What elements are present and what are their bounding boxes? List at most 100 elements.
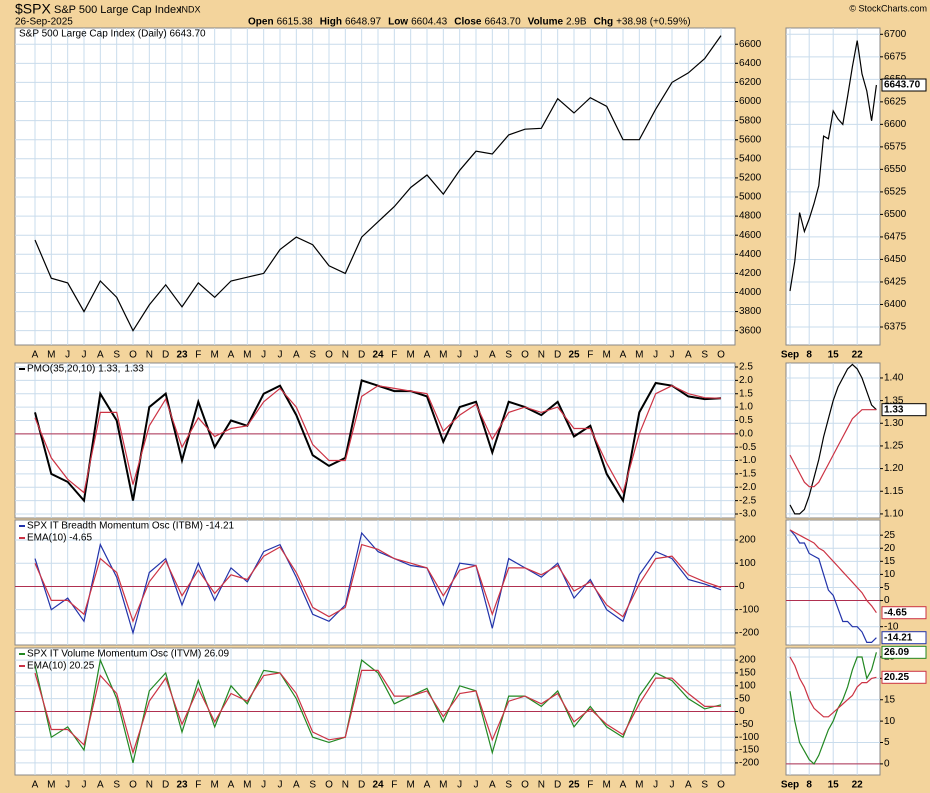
y-tick-label: 6575 [884, 142, 907, 153]
y-tick-label: 1.35 [884, 395, 904, 406]
series-line [34, 658, 722, 764]
x-tick-label: D [358, 780, 365, 791]
x-tick-label: 15 [828, 350, 840, 361]
x-tick-label: A [489, 780, 496, 791]
x-tick-label: N [538, 780, 545, 791]
x-tick-label: 24 [372, 780, 384, 791]
y-tick-label: 5200 [739, 173, 762, 184]
series-line [789, 529, 877, 643]
y-tick-label: 6475 [884, 232, 907, 243]
x-tick-label: 8 [806, 350, 812, 361]
value-label: 26.09 [884, 647, 909, 658]
x-tick-label: J [65, 350, 70, 361]
y-tick-label: 1.30 [884, 418, 904, 429]
x-tick-label: F [587, 350, 593, 361]
x-tick-label: Sep [781, 350, 799, 361]
y-tick-label: 200 [739, 535, 756, 546]
x-tick-label: 25 [568, 780, 580, 791]
x-tick-label: A [293, 350, 300, 361]
x-tick-label: F [587, 780, 593, 791]
y-tick-label: 6400 [739, 58, 762, 69]
y-tick-label: 15 [884, 556, 896, 567]
series-line [789, 656, 877, 718]
x-tick-label: O [129, 350, 137, 361]
value-label-box [881, 78, 927, 92]
y-tick-label: 0 [739, 581, 745, 592]
y-tick-label: 1.5 [739, 388, 753, 399]
x-tick-label: M [602, 780, 610, 791]
legend-label: SPX IT Breadth Momentum Osc (ITBM) -14.2… [27, 521, 235, 532]
y-tick-label: -100 [739, 732, 759, 743]
y-tick-label: 1.10 [884, 509, 904, 520]
x-tick-label: A [228, 350, 235, 361]
plot-area [14, 519, 736, 646]
x-tick-label: M [406, 780, 414, 791]
x-tick-label: M [243, 780, 251, 791]
x-tick-label: J [457, 780, 462, 791]
series-line [34, 669, 722, 755]
x-tick-label: D [162, 350, 169, 361]
x-tick-label: 23 [176, 780, 188, 791]
x-tick-label: 8 [806, 780, 812, 791]
x-tick-label: 22 [852, 350, 864, 361]
y-tick-label: 4600 [739, 230, 762, 241]
x-tick-label: J [278, 350, 283, 361]
y-tick-label: 6625 [884, 96, 907, 107]
x-tick-label: S [505, 350, 512, 361]
x-tick-label: M [47, 780, 55, 791]
credit: © StockCharts.com [849, 3, 927, 13]
x-tick-label: A [293, 780, 300, 791]
x-tick-label: A [424, 350, 431, 361]
plot-area [14, 27, 736, 346]
x-tick-label: A [620, 350, 627, 361]
quote-value: 6615.38 [277, 17, 314, 28]
x-tick-label: M [439, 350, 447, 361]
x-tick-label: N [342, 780, 349, 791]
x-tick-label: N [538, 350, 545, 361]
series-line [789, 409, 877, 488]
x-tick-label: S [701, 350, 708, 361]
y-tick-label: 5000 [739, 192, 762, 203]
x-tick-label: J [653, 780, 658, 791]
x-tick-label: A [489, 350, 496, 361]
x-tick-label: M [439, 780, 447, 791]
x-tick-label: S [309, 350, 316, 361]
x-tick-label: J [653, 350, 658, 361]
quote-label: High [320, 17, 342, 28]
y-tick-label: 1.15 [884, 486, 904, 497]
series-line [34, 543, 722, 624]
x-tick-label: J [474, 350, 479, 361]
y-tick-label: -2.0 [739, 482, 757, 493]
y-tick-label: 5800 [739, 115, 762, 126]
y-tick-label: 100 [739, 680, 756, 691]
x-tick-label: J [261, 780, 266, 791]
quote-label: Close [454, 17, 482, 28]
x-tick-label: S [309, 780, 316, 791]
value-label: 1.33 [884, 404, 904, 415]
quote-value: 6648.97 [345, 17, 382, 28]
x-tick-label: A [685, 350, 692, 361]
x-tick-label: S [113, 780, 120, 791]
series-line [34, 531, 722, 636]
series-line [34, 385, 722, 495]
y-tick-label: 6675 [884, 51, 907, 62]
x-tick-label: N [146, 350, 153, 361]
value-label: -4.65 [884, 607, 907, 618]
y-tick-label: 50 [739, 693, 751, 704]
y-tick-label: 3600 [739, 325, 762, 336]
y-tick-label: 6450 [884, 254, 907, 265]
quote-label: Open [248, 17, 274, 28]
x-tick-label: A [228, 780, 235, 791]
x-tick-label: Sep [781, 780, 799, 791]
quote-value: 2.9B [566, 17, 587, 28]
x-tick-label: A [32, 780, 39, 791]
series-line [789, 529, 877, 614]
x-tick-label: F [195, 350, 201, 361]
x-tick-label: F [391, 350, 397, 361]
legend-label: EMA(10) 20.25 [27, 661, 95, 672]
x-tick-label: M [602, 350, 610, 361]
y-tick-label: 6550 [884, 164, 907, 175]
x-tick-label: O [717, 350, 725, 361]
x-tick-label: A [97, 350, 104, 361]
legend-label: SPX IT Volume Momentum Osc (ITVM) 26.09 [27, 649, 230, 660]
